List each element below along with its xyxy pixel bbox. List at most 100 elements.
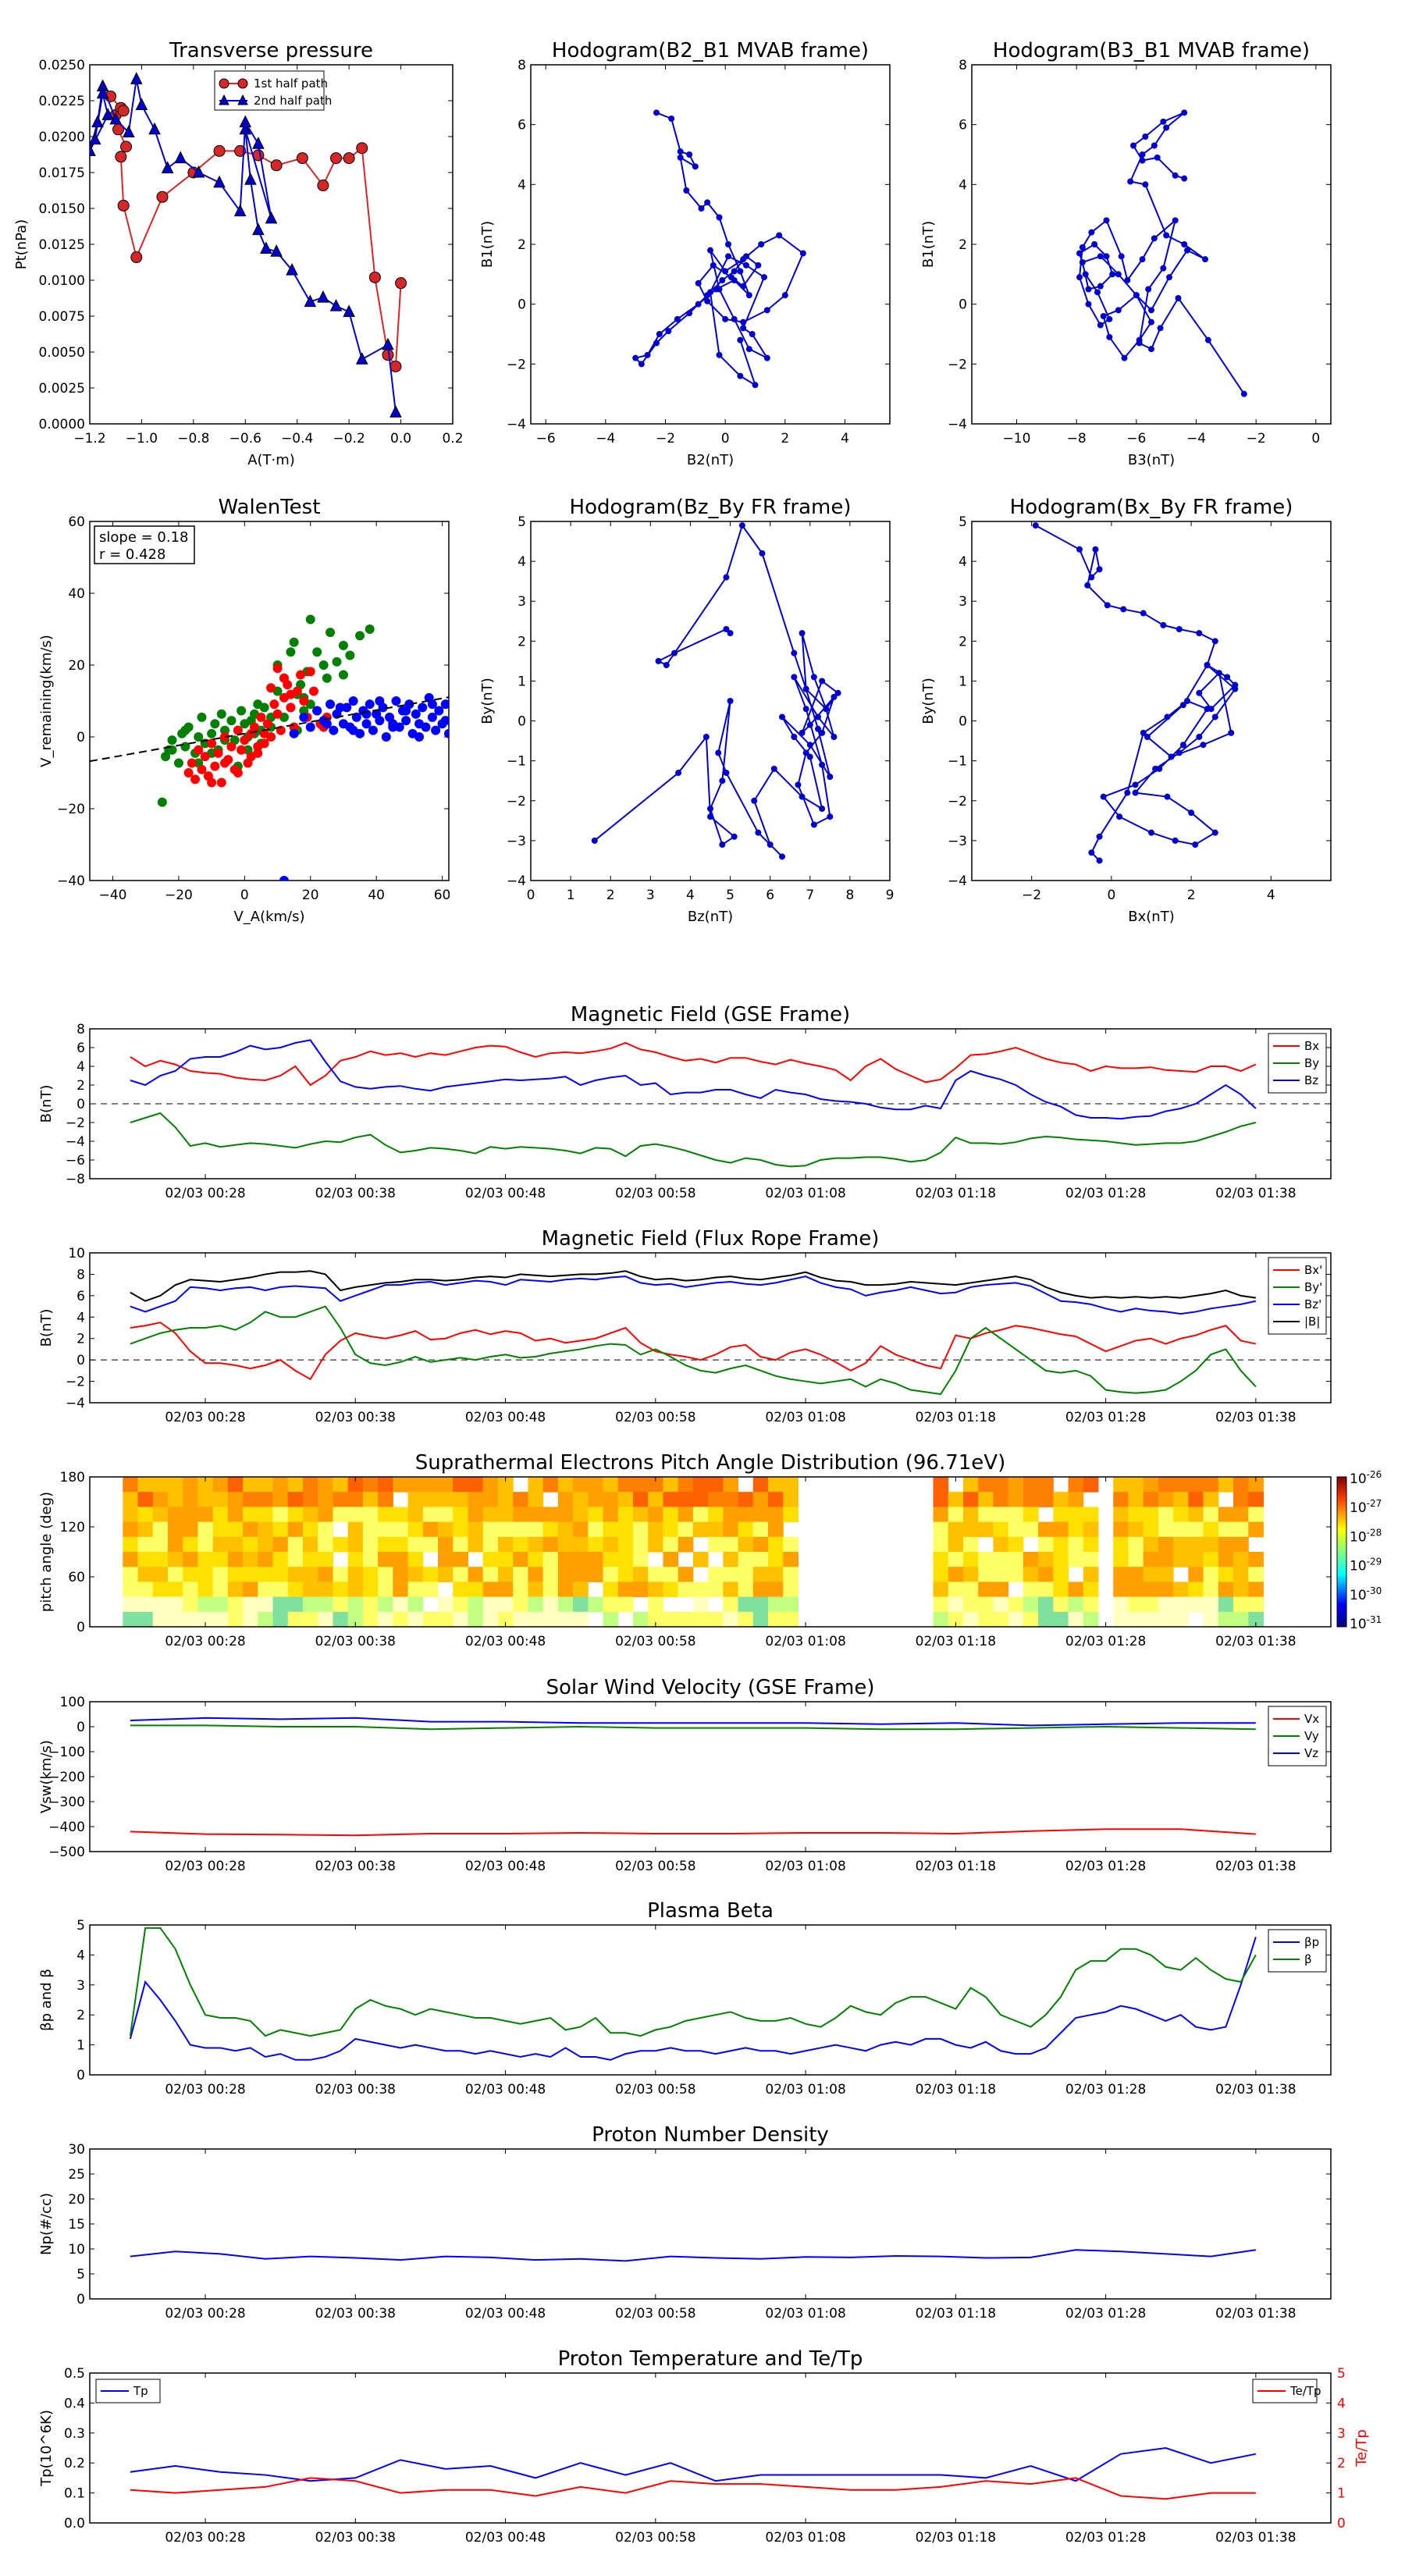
heatmap-cell (528, 1611, 544, 1627)
heatmap-cell (212, 1477, 229, 1493)
colorbar-tick-base: 10 (1350, 1529, 1367, 1545)
series-marker (758, 241, 765, 247)
heatmap-cell (528, 1492, 544, 1507)
heatmap-cell (513, 1492, 528, 1507)
y-tick-label: 5 (76, 1918, 85, 1934)
heatmap-cell (137, 1582, 154, 1598)
chart-title: WalenTest (219, 496, 321, 519)
heatmap-cell (1233, 1611, 1249, 1627)
heatmap-cell (287, 1492, 304, 1507)
heatmap-cell (1218, 1552, 1234, 1567)
heatmap-cell (422, 1477, 439, 1493)
series-marker (806, 742, 813, 749)
y-right-tick-label: 5 (1337, 2366, 1346, 2382)
series-line (130, 1041, 1257, 1087)
heatmap-cell (137, 1507, 154, 1523)
heatmap-cell (362, 1552, 379, 1567)
heatmap-cell (603, 1582, 619, 1598)
heatmap-cell (1248, 1611, 1264, 1627)
heatmap-cell (648, 1521, 663, 1538)
heatmap-cell (393, 1611, 409, 1627)
series-marker (674, 315, 681, 322)
heatmap-cell (1218, 1611, 1234, 1627)
series-marker (831, 693, 838, 700)
scatter-point (440, 716, 449, 726)
heatmap-cell (752, 1521, 769, 1538)
heatmap-cell (318, 1507, 333, 1523)
y-tick-label: −2 (507, 357, 526, 372)
heatmap-cell (1068, 1536, 1084, 1553)
scatter-point (237, 706, 247, 716)
heatmap-cell (422, 1521, 439, 1538)
heatmap-cell (708, 1567, 724, 1582)
heatmap-cell (632, 1536, 649, 1553)
x-tick-label: 0.2 (442, 431, 463, 447)
series-marker (317, 180, 329, 192)
legend-label: Te/Tp (1289, 2384, 1321, 2398)
heatmap-cell (497, 1611, 514, 1627)
series-marker (1140, 610, 1147, 617)
data-layer (130, 2446, 1257, 2500)
heatmap-cell (632, 1492, 649, 1507)
series-marker (1181, 241, 1188, 247)
heatmap-cell (137, 1477, 154, 1493)
heatmap-cell (738, 1611, 754, 1627)
heatmap-cell (303, 1521, 318, 1538)
y-tick-label: 2 (76, 2008, 85, 2023)
y-tick-label: 0 (76, 730, 85, 745)
heatmap-cell (752, 1582, 769, 1598)
heatmap-cell (378, 1521, 393, 1538)
heatmap-cell (1173, 1521, 1189, 1538)
heatmap-cell (407, 1596, 424, 1613)
heatmap-cell (1008, 1492, 1024, 1507)
y-tick-label: 0 (76, 1620, 85, 1635)
heatmap-cell (1113, 1492, 1129, 1507)
series-marker (745, 346, 752, 353)
x-tick-label: 02/03 00:38 (315, 2082, 396, 2097)
chart-title: Magnetic Field (Flux Rope Frame) (542, 1227, 880, 1251)
y-tick-label: 2 (959, 237, 967, 253)
heatmap-cell (783, 1507, 799, 1523)
series-marker (791, 649, 798, 656)
x-tick-label: 02/03 00:38 (315, 1859, 396, 1874)
y-tick-label: −400 (48, 1820, 85, 1835)
heatmap-cell (573, 1552, 589, 1567)
heatmap-cell (978, 1492, 994, 1507)
y-tick-label: 0.0100 (39, 273, 85, 289)
heatmap-cell (962, 1521, 979, 1538)
y-tick-label: 0 (518, 714, 526, 730)
scatter-point (305, 614, 315, 624)
y-tick-label: −1 (507, 754, 526, 770)
heatmap-cell (1023, 1596, 1039, 1613)
series-marker (668, 116, 675, 122)
heatmap-cell (768, 1492, 784, 1507)
scatter-point (444, 728, 449, 738)
heatmap-cell (422, 1582, 439, 1598)
heatmap-cell (407, 1507, 424, 1523)
heatmap-cell (513, 1567, 528, 1582)
scatter-point (197, 764, 207, 774)
heatmap-cell (603, 1596, 619, 1613)
x-tick-label: −6 (536, 431, 556, 447)
scatter-point (259, 703, 269, 713)
scatter-point (262, 719, 272, 729)
heatmap-cell (167, 1596, 183, 1613)
heatmap-cell (1143, 1507, 1159, 1523)
series-marker (819, 806, 826, 812)
scatter-point (381, 732, 391, 742)
heatmap-cell (1233, 1582, 1249, 1598)
heatmap-cell (243, 1477, 258, 1493)
series-marker (296, 152, 308, 165)
heatmap-cell (1128, 1536, 1144, 1553)
heatmap-cell (1143, 1521, 1159, 1538)
x-tick-label: 02/03 00:48 (465, 2306, 546, 2322)
scatter-point (388, 722, 398, 732)
heatmap-cell (407, 1521, 424, 1538)
scatter-point (272, 664, 283, 674)
heatmap-cell (993, 1507, 1009, 1523)
series-line (130, 1276, 1257, 1315)
annotation-text: r = 0.428 (99, 546, 165, 563)
series-marker (270, 244, 283, 257)
y-axis-label: Pt(nPa) (13, 219, 30, 269)
heatmap-cell (347, 1521, 364, 1538)
